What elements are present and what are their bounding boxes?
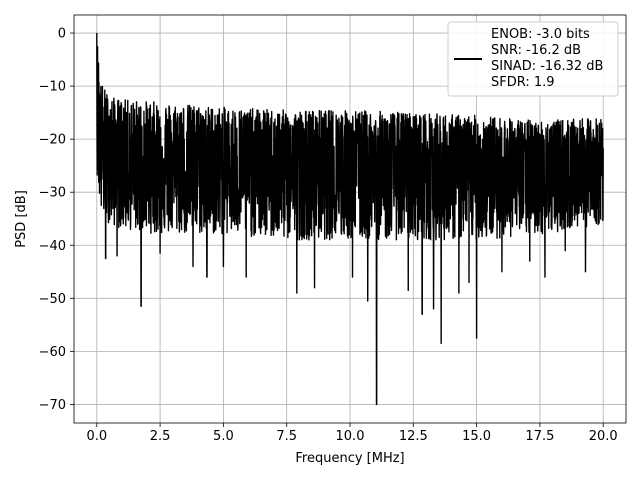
y-tick-label: −40 <box>39 239 66 254</box>
x-tick-label: 10.0 <box>336 429 365 444</box>
y-tick-label: −70 <box>39 398 66 413</box>
y-tick-labels: 0 −10 −20 −30 −40 −50 −60 −70 <box>39 27 66 413</box>
x-tick-label: 5.0 <box>213 429 234 444</box>
x-tick-label: 7.5 <box>276 429 297 444</box>
y-tick-label: −10 <box>39 80 66 95</box>
y-tick-label: −20 <box>39 133 66 148</box>
x-tick-labels: 0.0 2.5 5.0 7.5 10.0 12.5 15.0 17.5 20.0 <box>86 429 617 444</box>
psd-trace-group <box>96 33 604 406</box>
y-tick-label: −50 <box>39 292 66 307</box>
x-tick-label: 2.5 <box>150 429 171 444</box>
legend-entry-text: ENOB: -3.0 bits SNR: -16.2 dB SINAD: -16.3… <box>491 27 603 90</box>
x-tick-label: 15.0 <box>462 429 491 444</box>
x-tick-label: 20.0 <box>589 429 618 444</box>
legend-box <box>447 21 619 97</box>
psd-trace-line <box>96 33 604 406</box>
x-tick-label: 12.5 <box>399 429 428 444</box>
y-tick-label: −60 <box>39 345 66 360</box>
y-axis-label: PSD [dB] <box>14 190 29 248</box>
x-axis-label: Frequency [MHz] <box>295 451 404 466</box>
tick-marks <box>70 32 604 427</box>
x-tick-label: 0.0 <box>86 429 107 444</box>
legend: ENOB: -3.0 bits SNR: -16.2 dB SINAD: -16.3… <box>447 21 619 97</box>
x-tick-label: 17.5 <box>525 429 554 444</box>
y-tick-label: 0 <box>58 27 66 42</box>
y-tick-label: −30 <box>39 186 66 201</box>
